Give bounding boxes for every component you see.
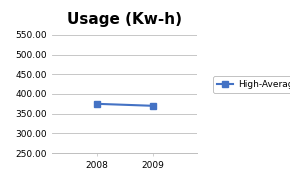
Text: Usage (Kw-h): Usage (Kw-h)	[67, 12, 182, 27]
Legend: High-Average-Low: High-Average-Low	[213, 76, 290, 93]
